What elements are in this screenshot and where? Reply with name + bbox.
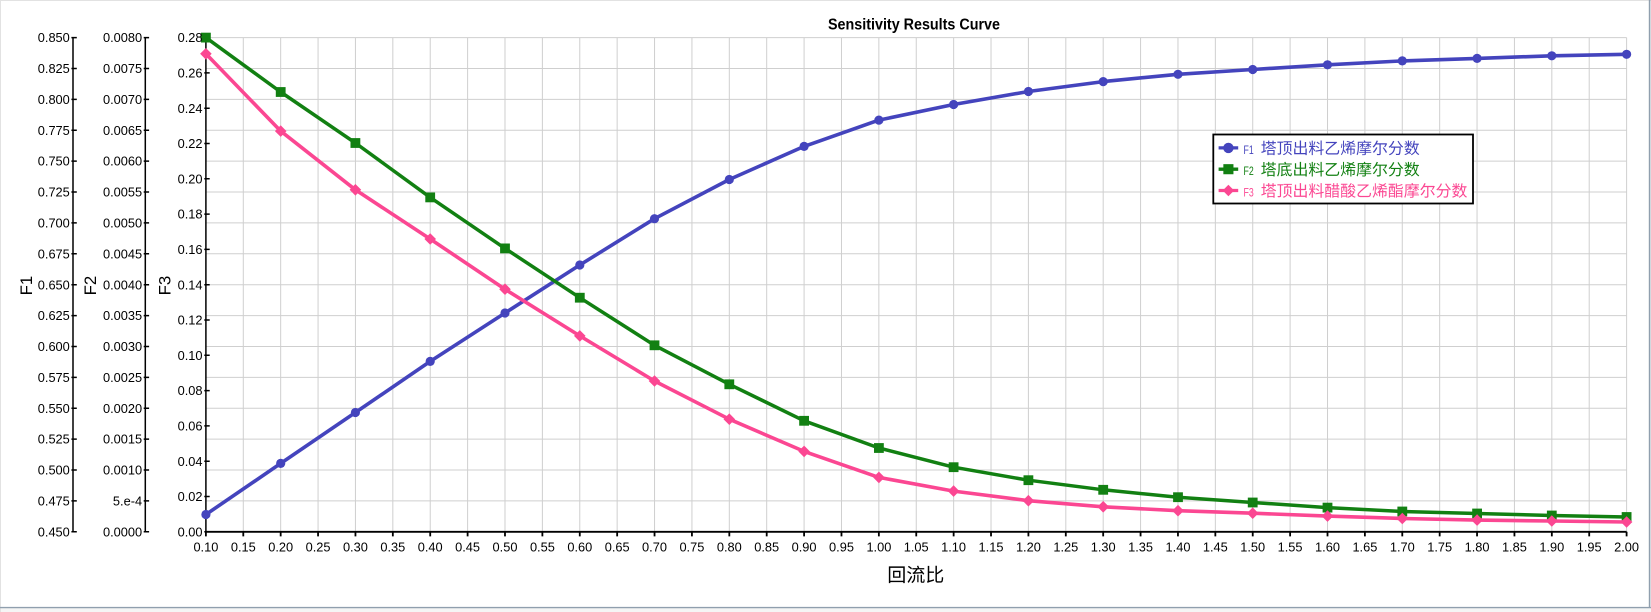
svg-text:0.0040: 0.0040 xyxy=(103,277,142,292)
svg-text:0.40: 0.40 xyxy=(418,540,443,555)
svg-text:0.700: 0.700 xyxy=(38,216,70,231)
svg-text:0.650: 0.650 xyxy=(38,277,70,292)
svg-text:0.575: 0.575 xyxy=(38,370,70,385)
svg-text:0.750: 0.750 xyxy=(38,154,70,169)
svg-text:0.850: 0.850 xyxy=(38,30,70,45)
svg-text:0.45: 0.45 xyxy=(455,540,480,555)
svg-text:0.0060: 0.0060 xyxy=(103,154,142,169)
svg-text:F2: F2 xyxy=(81,276,100,296)
svg-text:0.0025: 0.0025 xyxy=(103,370,142,385)
svg-text:0.0000: 0.0000 xyxy=(103,524,142,539)
svg-text:0.20: 0.20 xyxy=(178,171,203,186)
svg-text:0.90: 0.90 xyxy=(792,540,817,555)
svg-text:0.14: 0.14 xyxy=(178,277,203,292)
svg-text:0.15: 0.15 xyxy=(231,540,256,555)
svg-text:0.550: 0.550 xyxy=(38,401,70,416)
svg-text:0.06: 0.06 xyxy=(178,419,203,434)
svg-text:0.0050: 0.0050 xyxy=(103,216,142,231)
svg-text:0.12: 0.12 xyxy=(178,313,203,328)
svg-text:0.28: 0.28 xyxy=(178,30,203,45)
svg-text:0.0070: 0.0070 xyxy=(103,92,142,107)
svg-text:0.725: 0.725 xyxy=(38,185,70,200)
svg-text:0.04: 0.04 xyxy=(178,454,203,469)
svg-text:0.0065: 0.0065 xyxy=(103,123,142,138)
svg-text:0.800: 0.800 xyxy=(38,92,70,107)
svg-text:0.95: 0.95 xyxy=(829,540,854,555)
svg-text:0.0055: 0.0055 xyxy=(103,185,142,200)
svg-text:0.75: 0.75 xyxy=(679,540,704,555)
svg-text:1.40: 1.40 xyxy=(1166,540,1191,555)
svg-text:1.45: 1.45 xyxy=(1203,540,1228,555)
svg-text:1.05: 1.05 xyxy=(904,540,929,555)
svg-text:0.0035: 0.0035 xyxy=(103,308,142,323)
svg-text:0.0030: 0.0030 xyxy=(103,339,142,354)
svg-text:1.80: 1.80 xyxy=(1465,540,1490,555)
svg-text:0.02: 0.02 xyxy=(178,489,203,504)
svg-text:0.20: 0.20 xyxy=(268,540,293,555)
svg-text:1.00: 1.00 xyxy=(866,540,891,555)
svg-text:0.70: 0.70 xyxy=(642,540,667,555)
svg-text:0.22: 0.22 xyxy=(178,136,203,151)
svg-text:1.35: 1.35 xyxy=(1128,540,1153,555)
svg-text:0.0075: 0.0075 xyxy=(103,61,142,76)
svg-text:0.10: 0.10 xyxy=(178,348,203,363)
svg-text:0.10: 0.10 xyxy=(193,540,218,555)
svg-text:1.50: 1.50 xyxy=(1240,540,1265,555)
svg-text:1.85: 1.85 xyxy=(1502,540,1527,555)
svg-text:1.95: 1.95 xyxy=(1577,540,1602,555)
svg-text:1.75: 1.75 xyxy=(1427,540,1452,555)
svg-text:0.85: 0.85 xyxy=(754,540,779,555)
svg-text:1.60: 1.60 xyxy=(1315,540,1340,555)
svg-text:1.90: 1.90 xyxy=(1539,540,1564,555)
svg-text:0.30: 0.30 xyxy=(343,540,368,555)
svg-text:0.625: 0.625 xyxy=(38,308,70,323)
svg-text:0.35: 0.35 xyxy=(380,540,405,555)
svg-text:0.475: 0.475 xyxy=(38,494,70,509)
svg-text:F2: F2 xyxy=(1244,164,1254,178)
svg-text:0.600: 0.600 xyxy=(38,339,70,354)
svg-text:1.20: 1.20 xyxy=(1016,540,1041,555)
svg-text:0.65: 0.65 xyxy=(605,540,630,555)
svg-text:0.0020: 0.0020 xyxy=(103,401,142,416)
svg-text:0.0015: 0.0015 xyxy=(103,432,142,447)
svg-text:1.30: 1.30 xyxy=(1091,540,1116,555)
svg-text:0.25: 0.25 xyxy=(306,540,331,555)
svg-text:F3: F3 xyxy=(1244,186,1254,200)
svg-text:0.0045: 0.0045 xyxy=(103,246,142,261)
svg-text:0.50: 0.50 xyxy=(493,540,518,555)
svg-text:1.25: 1.25 xyxy=(1053,540,1078,555)
svg-text:0.26: 0.26 xyxy=(178,66,203,81)
svg-text:0.00: 0.00 xyxy=(178,524,203,539)
svg-text:0.08: 0.08 xyxy=(178,383,203,398)
svg-text:0.525: 0.525 xyxy=(38,432,70,447)
svg-text:0.0010: 0.0010 xyxy=(103,463,142,478)
svg-text:0.80: 0.80 xyxy=(717,540,742,555)
svg-text:0.450: 0.450 xyxy=(38,524,70,539)
svg-text:Sensitivity Results Curve: Sensitivity Results Curve xyxy=(828,16,1000,33)
svg-text:0.55: 0.55 xyxy=(530,540,555,555)
svg-text:2.00: 2.00 xyxy=(1614,540,1639,555)
svg-text:F1: F1 xyxy=(17,276,36,296)
svg-text:0.500: 0.500 xyxy=(38,463,70,478)
svg-text:0.825: 0.825 xyxy=(38,61,70,76)
svg-text:F1: F1 xyxy=(1244,143,1254,157)
svg-text:1.55: 1.55 xyxy=(1278,540,1303,555)
svg-text:0.24: 0.24 xyxy=(178,101,203,116)
svg-text:1.10: 1.10 xyxy=(941,540,966,555)
svg-text:1.65: 1.65 xyxy=(1352,540,1377,555)
svg-text:0.675: 0.675 xyxy=(38,246,70,261)
svg-text:1.15: 1.15 xyxy=(979,540,1004,555)
svg-text:0.18: 0.18 xyxy=(178,207,203,222)
svg-text:5.e-4: 5.e-4 xyxy=(113,494,142,509)
svg-text:0.60: 0.60 xyxy=(567,540,592,555)
svg-text:0.16: 0.16 xyxy=(178,242,203,257)
svg-text:0.775: 0.775 xyxy=(38,123,70,138)
svg-text:1.70: 1.70 xyxy=(1390,540,1415,555)
svg-text:F3: F3 xyxy=(155,276,174,296)
svg-text:0.0080: 0.0080 xyxy=(103,30,142,45)
